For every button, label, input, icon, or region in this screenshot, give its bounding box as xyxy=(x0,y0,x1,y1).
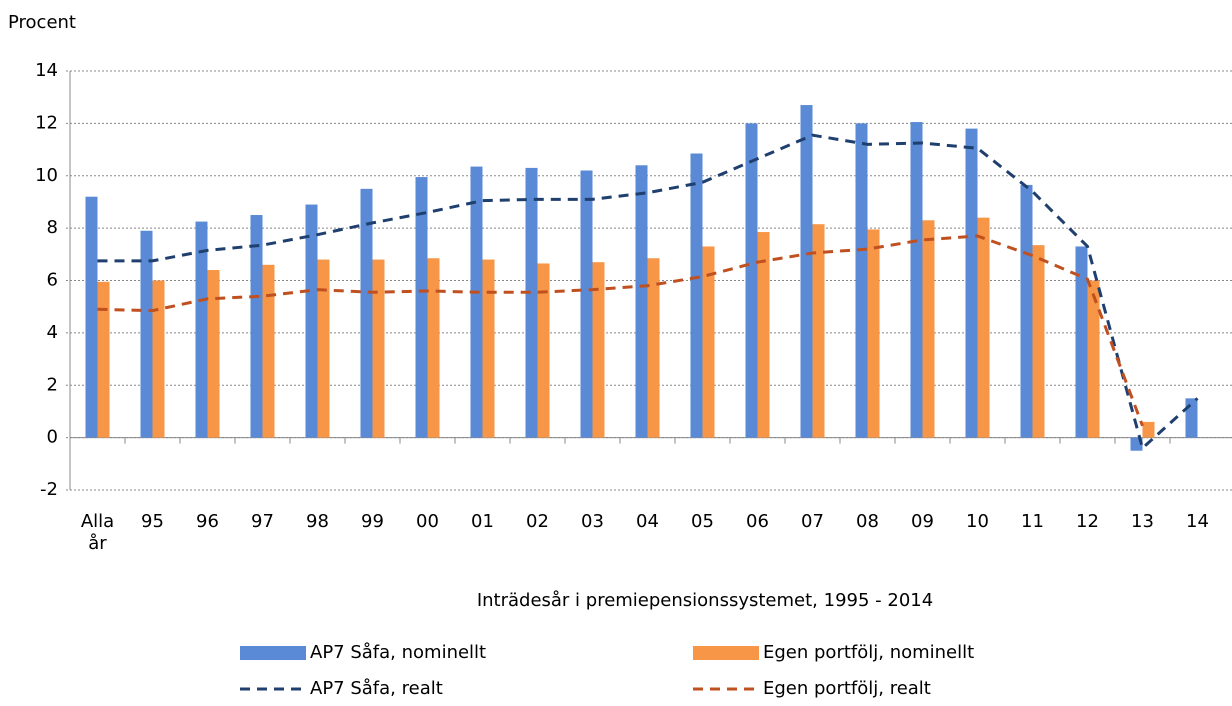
x-tick-label: 10 xyxy=(966,511,989,532)
bar xyxy=(482,259,495,438)
line xyxy=(97,133,1199,451)
bar xyxy=(427,258,440,438)
y-tick-label: 0 xyxy=(47,427,58,448)
bar xyxy=(360,188,373,438)
legend-label: Egen portfölj, nominellt xyxy=(763,642,974,663)
y-tick-label: 12 xyxy=(35,112,58,133)
x-tick-label: 97 xyxy=(251,511,274,532)
bar xyxy=(1032,245,1045,438)
bar xyxy=(262,264,275,438)
x-tick-label: 00 xyxy=(416,511,439,532)
x-axis-label: Inträdesår i premiepensionssystemet, 199… xyxy=(477,590,933,611)
y-tick-label: 6 xyxy=(47,270,58,291)
bar xyxy=(537,263,550,438)
bar xyxy=(745,123,758,438)
bar xyxy=(372,259,385,438)
bar xyxy=(1185,398,1198,438)
bar xyxy=(690,153,703,438)
bar xyxy=(525,167,538,438)
bar xyxy=(580,170,593,438)
y-tick-label: 4 xyxy=(47,322,58,343)
bar xyxy=(702,246,715,438)
legend-label: Egen portfölj, realt xyxy=(763,678,931,699)
bar xyxy=(250,215,263,438)
legend-swatch xyxy=(693,646,759,660)
bar xyxy=(1087,280,1100,438)
bar xyxy=(317,259,330,438)
bar xyxy=(207,270,220,438)
x-tick-label: 13 xyxy=(1131,511,1154,532)
y-tick-label: 8 xyxy=(47,217,58,238)
x-tick-label: 05 xyxy=(691,511,714,532)
x-tick-label: 06 xyxy=(746,511,769,532)
bar xyxy=(305,204,318,438)
y-axis-label: Procent xyxy=(8,12,76,33)
bar xyxy=(867,229,880,438)
bar xyxy=(855,123,868,438)
y-tick-label: -2 xyxy=(40,479,58,500)
bar xyxy=(965,128,978,438)
x-tick-label: 98 xyxy=(306,511,329,532)
x-tick-label: 04 xyxy=(636,511,659,532)
x-tick-label: 09 xyxy=(911,511,934,532)
line xyxy=(97,234,1144,427)
bar xyxy=(635,165,648,438)
bar xyxy=(152,280,165,438)
x-tick-label: 02 xyxy=(526,511,549,532)
x-tick-label: 01 xyxy=(471,511,494,532)
bar xyxy=(195,221,208,438)
bar xyxy=(812,224,825,438)
y-tick-label: 10 xyxy=(35,165,58,186)
x-tick-label: 96 xyxy=(196,511,219,532)
bar xyxy=(470,166,483,438)
bar xyxy=(800,105,813,438)
bar xyxy=(1142,421,1155,438)
legend-label: AP7 Såfa, nominellt xyxy=(310,642,486,663)
y-tick-label: 2 xyxy=(47,374,58,395)
legend-label: AP7 Såfa, realt xyxy=(310,678,443,699)
y-tick-label: 14 xyxy=(35,60,58,81)
bar xyxy=(922,220,935,438)
bar xyxy=(1075,246,1088,438)
x-tick-label: 99 xyxy=(361,511,384,532)
bar xyxy=(757,232,770,438)
bar xyxy=(140,230,153,438)
x-tick-label: 12 xyxy=(1076,511,1099,532)
x-tick-label: 03 xyxy=(581,511,604,532)
x-tick-label: 11 xyxy=(1021,511,1044,532)
bar xyxy=(977,217,990,438)
x-tick-label: Alla år xyxy=(80,511,115,554)
x-tick-label: 07 xyxy=(801,511,824,532)
bar xyxy=(910,122,923,438)
bar xyxy=(85,196,98,438)
legend-swatch xyxy=(240,646,306,660)
bar xyxy=(592,262,605,438)
bar xyxy=(1020,184,1033,438)
bar xyxy=(415,177,428,438)
x-tick-label: 08 xyxy=(856,511,879,532)
bar xyxy=(97,281,110,438)
x-tick-label: 14 xyxy=(1186,511,1209,532)
bar xyxy=(647,258,660,438)
x-tick-label: 95 xyxy=(141,511,164,532)
